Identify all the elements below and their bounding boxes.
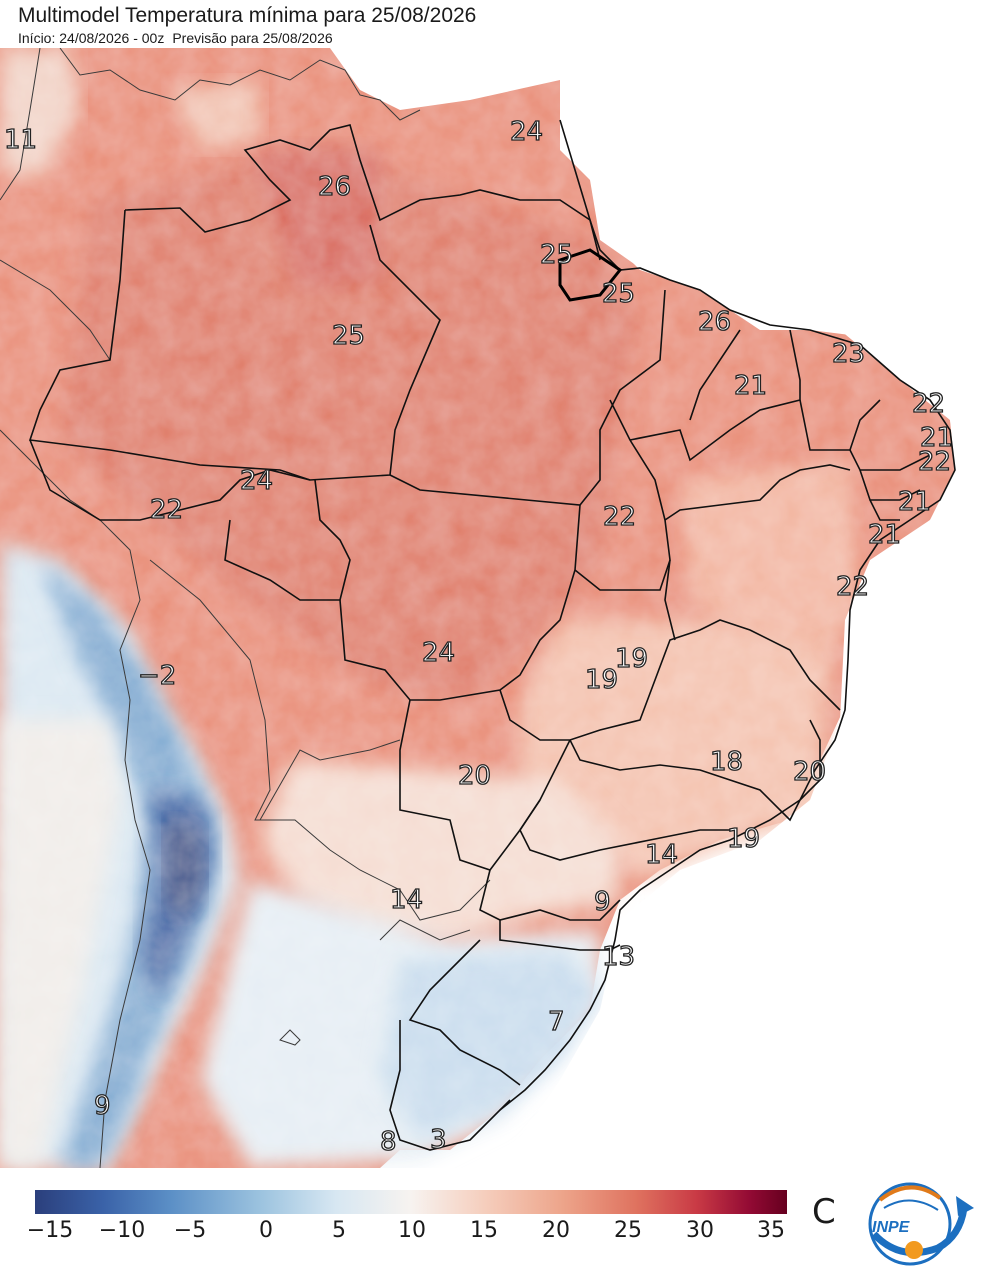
colorbar-tick: 5	[332, 1218, 346, 1243]
colorbar-tick: 30	[686, 1218, 714, 1243]
map-label: 22	[150, 495, 183, 525]
map-label: 26	[318, 172, 351, 202]
map-label: 13	[602, 942, 635, 972]
colorbar-tick: 10	[398, 1218, 426, 1243]
map-label: 19	[585, 665, 618, 695]
logo-text: INPE	[872, 1219, 911, 1236]
map-label: 21	[920, 423, 953, 453]
map-label: 26	[698, 307, 731, 337]
colorbar-tick: −10	[98, 1218, 146, 1243]
map-label: 23	[832, 339, 865, 369]
marajo-island	[558, 248, 623, 302]
map-label: 25	[332, 321, 365, 351]
map-label: 24	[422, 638, 455, 668]
map-subtitle: Início: 24/08/2026 - 00z Previsão para 25…	[18, 30, 333, 46]
map-label: 14	[390, 885, 423, 915]
map-label: 24	[510, 117, 543, 147]
colorbar-tick: 0	[259, 1218, 273, 1243]
map-label: 25	[540, 240, 573, 270]
map-label: 18	[710, 747, 743, 777]
map-label: 3	[430, 1125, 447, 1155]
init-time-label: Início: 24/08/2026 - 00z	[18, 30, 165, 46]
map-label: 22	[912, 389, 945, 419]
map-label: 22	[603, 502, 636, 532]
country-borders	[0, 48, 491, 1168]
map-label: 19	[727, 824, 760, 854]
map-label: 21	[898, 487, 931, 517]
map-label: 21	[734, 371, 767, 401]
map-label: 8	[380, 1127, 397, 1157]
map-label: 24	[240, 466, 273, 496]
value-labels: 11 26 24 25 25 25 26 23 21 22 21 22 21 2…	[3, 116, 953, 1157]
state-borders	[28, 119, 956, 1151]
map-label: 11	[4, 125, 37, 155]
colorbar-tick: −15	[26, 1218, 74, 1243]
colorbar-tick: −5	[173, 1218, 207, 1243]
colorbar	[35, 1190, 787, 1214]
map-label: 21	[868, 520, 901, 550]
colorbar-gradient	[35, 1190, 787, 1214]
colorbar-ticks: −15 −10 −5 0 5 10 15 20 25 30 35	[0, 1218, 984, 1248]
map-label: −2	[138, 661, 176, 691]
colorbar-tick: 25	[614, 1218, 642, 1243]
map-title: Multimodel Temperatura mínima para 25/08…	[18, 4, 477, 27]
map-label: 22	[836, 572, 869, 602]
map-label: 20	[793, 757, 826, 787]
map-label: 9	[94, 1091, 111, 1121]
caribbean-sea	[330, 48, 560, 110]
inpe-logo: INPE	[868, 1182, 974, 1266]
colorbar-tick: 15	[470, 1218, 498, 1243]
colorbar-tick: 20	[542, 1218, 570, 1243]
colorbar-unit: C	[812, 1192, 836, 1232]
map-label: 20	[458, 761, 491, 791]
colorbar-tick: 35	[757, 1218, 785, 1243]
map-label: 9	[594, 887, 611, 917]
map-label: 25	[602, 279, 635, 309]
map-label: 22	[918, 447, 951, 477]
forecast-time-label: Previsão para 25/08/2026	[172, 30, 333, 46]
map-label: 14	[645, 840, 678, 870]
temperature-map: 11 26 24 25 25 25 26 23 21 22 21 22 21 2…	[0, 48, 984, 1168]
map-label: 19	[615, 644, 648, 674]
map-label: 7	[548, 1007, 565, 1037]
temperature-field	[0, 48, 984, 1168]
